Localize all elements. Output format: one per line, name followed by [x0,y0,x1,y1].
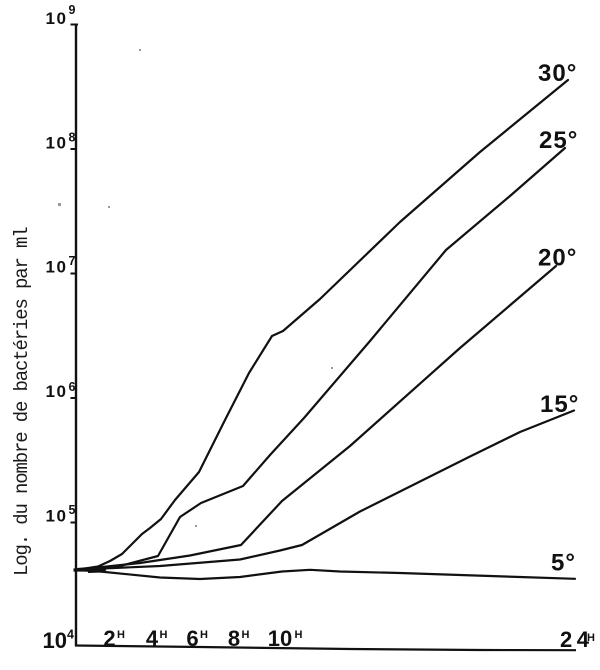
svg-text:24: 24 [560,627,593,652]
svg-text:10: 10 [268,626,292,651]
svg-text:10: 10 [43,628,67,653]
svg-text:2: 2 [103,626,115,651]
svg-text:H: H [200,629,208,641]
svg-text:5: 5 [69,503,76,517]
svg-text:H: H [587,632,595,644]
svg-text:7: 7 [69,254,76,268]
svg-text:H: H [160,629,168,641]
svg-text:8: 8 [228,626,240,651]
svg-text:10: 10 [46,9,68,28]
svg-text:5°: 5° [551,550,576,577]
svg-text:9: 9 [69,3,76,17]
svg-text:4: 4 [67,628,74,642]
svg-text:30°: 30° [538,60,577,87]
svg-text:10: 10 [46,134,68,153]
svg-text:H: H [295,629,303,641]
svg-text:6: 6 [69,380,76,394]
svg-text:6: 6 [186,626,198,651]
svg-text:10: 10 [46,382,68,401]
svg-text:20°: 20° [538,245,577,272]
svg-text:10: 10 [46,258,68,277]
svg-text:8: 8 [69,131,76,145]
svg-text:25°: 25° [539,127,578,154]
svg-text:H: H [242,629,250,641]
svg-text:15°: 15° [540,391,579,418]
svg-text:Log. du nombre de bactéries pa: Log. du nombre de bactéries par ml [11,227,33,576]
svg-text:H: H [117,629,125,641]
svg-text:4: 4 [146,626,159,651]
svg-text:10: 10 [46,507,68,526]
